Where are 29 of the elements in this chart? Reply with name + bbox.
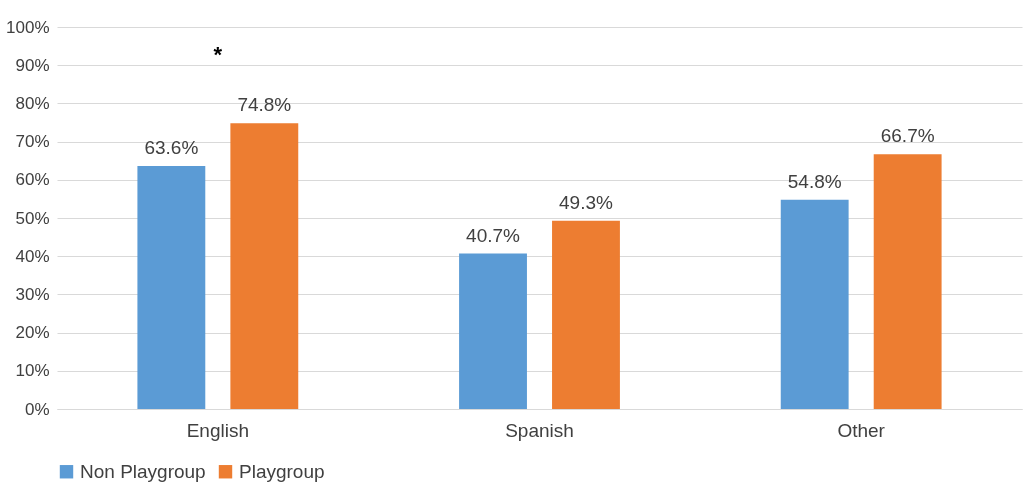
- y-tick-label: 0%: [24, 399, 50, 419]
- data-label: 40.7%: [466, 224, 521, 246]
- legend-label: Playgroup: [239, 460, 325, 482]
- data-label: 54.8%: [787, 170, 842, 192]
- data-label: 74.8%: [237, 94, 292, 116]
- annotation: *: [213, 42, 223, 67]
- x-tick-label: Other: [837, 419, 886, 441]
- bar: [873, 154, 942, 409]
- data-label: 49.3%: [559, 191, 614, 213]
- bar: [552, 220, 620, 409]
- bar: [780, 199, 849, 409]
- bar: [459, 253, 527, 409]
- data-label: 63.6%: [144, 137, 199, 159]
- legend-label: Non Playgroup: [80, 460, 206, 482]
- y-tick-label: 60%: [15, 170, 50, 190]
- y-tick-label: 40%: [15, 246, 50, 266]
- y-tick-label: 90%: [15, 55, 50, 75]
- y-tick-label: 50%: [15, 208, 50, 228]
- y-tick-label: 30%: [15, 284, 50, 304]
- bar: [137, 166, 206, 409]
- y-tick-label: 70%: [15, 132, 50, 152]
- x-tick-label: English: [186, 419, 249, 441]
- y-tick-label: 100%: [6, 17, 50, 37]
- bar: [230, 123, 299, 409]
- y-tick-label: 20%: [15, 323, 50, 343]
- y-tick-label: 10%: [15, 361, 50, 381]
- data-label: 66.7%: [880, 125, 935, 147]
- x-tick-label: Spanish: [505, 419, 574, 441]
- y-tick-label: 80%: [15, 93, 50, 113]
